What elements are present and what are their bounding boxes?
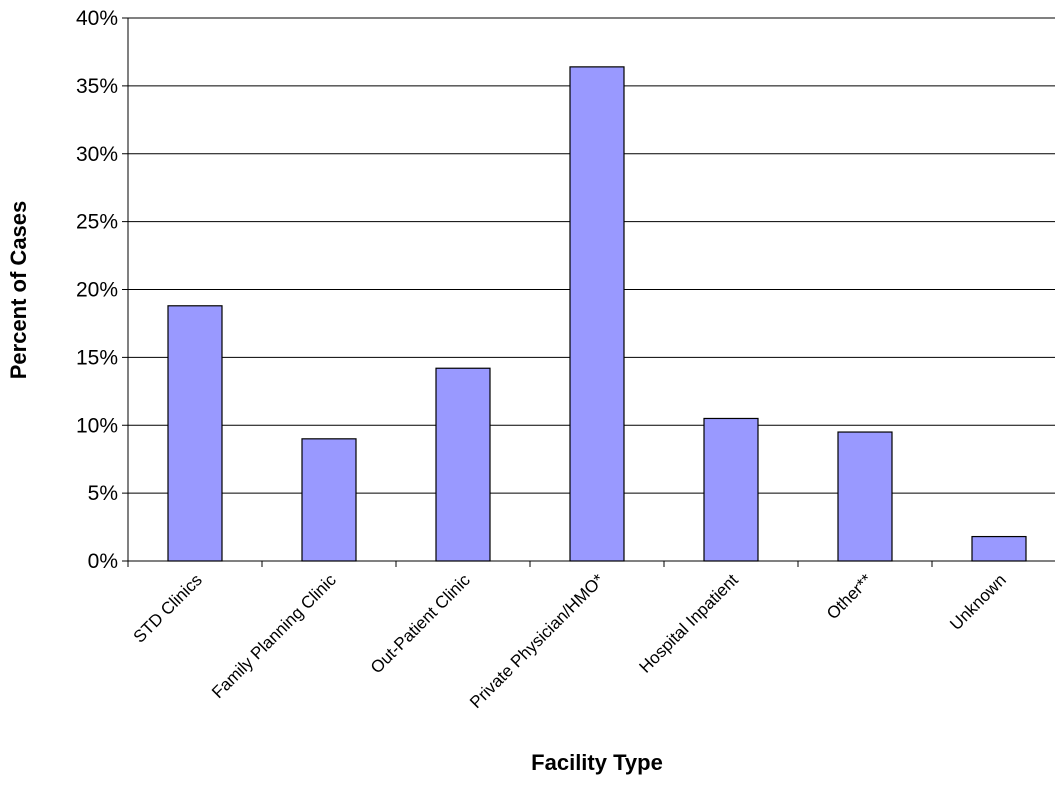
y-tick-label: 25%: [76, 211, 118, 234]
y-tick-label: 5%: [88, 482, 118, 505]
bar: [971, 535, 1027, 562]
bar: [301, 438, 357, 562]
x-tick-label: STD Clinics: [130, 570, 206, 646]
bar: [435, 367, 491, 562]
y-axis-title: Percent of Cases: [6, 201, 31, 380]
x-tick-label: Private Physician/HMO*: [466, 570, 608, 712]
y-tick-label: 35%: [76, 75, 118, 98]
bar: [703, 417, 759, 562]
y-tick-label: 0%: [88, 550, 118, 573]
y-tick-label: 15%: [76, 346, 118, 369]
x-tick-label: Unknown: [946, 570, 1010, 634]
y-tick-label: 20%: [76, 279, 118, 302]
x-tick-label: Hospital Inpatient: [635, 570, 742, 677]
bar: [167, 305, 223, 562]
x-axis-title: Facility Type: [531, 750, 663, 775]
bar: [569, 66, 625, 562]
bar: [837, 431, 893, 562]
x-tick-label: Family Planning Clinic: [208, 570, 340, 702]
y-tick-label: 10%: [76, 414, 118, 437]
x-tick-label: Out-Patient Clinic: [367, 570, 474, 677]
x-tick-label: Other**: [823, 570, 876, 623]
y-tick-label: 40%: [76, 7, 118, 30]
y-tick-label: 30%: [76, 143, 118, 166]
